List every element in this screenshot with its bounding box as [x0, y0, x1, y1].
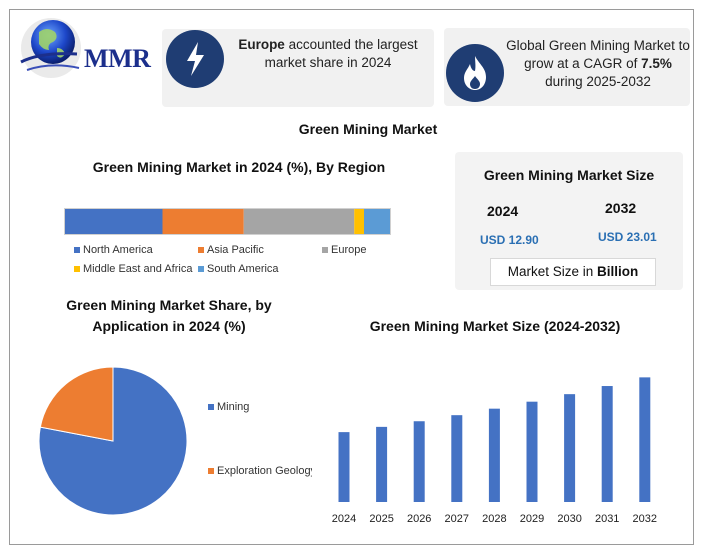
size-tick-label: 2029 — [520, 513, 544, 525]
size-bar-2026 — [413, 421, 425, 502]
legend-label: Exploration Geology — [217, 465, 312, 477]
region-stacked-bar — [64, 208, 391, 235]
cagr-suffix: during 2025-2032 — [545, 74, 651, 89]
cagr-bold: 7.5% — [641, 56, 672, 71]
cagr-highlight-card: Global Green Mining Market to grow at a … — [444, 28, 690, 106]
size-bar-2027 — [451, 415, 463, 502]
flame-icon — [464, 56, 486, 90]
legend-swatch — [198, 266, 204, 272]
europe-highlight-text: Europe accounted the largest market shar… — [228, 36, 428, 72]
pie-slice-mining — [38, 366, 188, 516]
size-bar-2032 — [639, 377, 651, 502]
size-tick-label: 2025 — [369, 513, 393, 525]
region-segment-north-america — [65, 209, 163, 234]
legend-swatch — [208, 468, 214, 474]
region-chart-title: Green Mining Market in 2024 (%), By Regi… — [92, 159, 386, 175]
europe-bold: Europe — [238, 37, 285, 52]
region-segment-middle-east-and-africa — [354, 209, 364, 234]
europe-rest: accounted the largest market share in 20… — [264, 37, 418, 70]
mmr-logo: MMR — [17, 18, 152, 80]
globe-icon — [20, 18, 81, 78]
lightning-icon — [187, 42, 204, 76]
size-bar-2031 — [601, 386, 613, 502]
legend-swatch — [198, 247, 204, 253]
legend-label: North America — [83, 244, 153, 256]
size-tick-label: 2031 — [595, 513, 619, 525]
size-tick-label: 2026 — [407, 513, 431, 525]
cagr-prefix: Global Green Mining Market to grow at a … — [506, 38, 690, 71]
size-bar-chart: 2024 2025 2026 2027 2028 2029 2030 2031 2032 — [332, 377, 657, 525]
size-chart-title: Green Mining Market Size (2024-2032) — [369, 318, 621, 334]
pie-legend-item: Exploration Geology — [208, 465, 312, 479]
pie-slice-exploration-geology — [39, 366, 114, 442]
region-segment-south-america — [364, 209, 390, 234]
application-chart-title: Green Mining Market Share, by Applicatio… — [66, 297, 272, 334]
size-tick-label: 2027 — [445, 513, 469, 525]
legend-label: Asia Pacific — [207, 244, 264, 256]
region-segment-asia-pacific — [162, 209, 244, 234]
size-bar-2029 — [526, 401, 538, 502]
start-value: USD 12.90 — [480, 233, 539, 247]
flame-badge — [446, 44, 504, 102]
market-size-title: Green Mining Market Size — [483, 167, 655, 183]
market-size-card: Green Mining Market Size 2024 2032 USD 1… — [455, 152, 683, 290]
size-tick-label: 2028 — [482, 513, 506, 525]
application-pie-chart — [38, 366, 188, 516]
size-tick-label: 2032 — [633, 513, 657, 525]
end-year: 2032 — [605, 200, 637, 216]
legend-label: Middle East and Africa — [83, 263, 193, 275]
size-bar-2030 — [564, 394, 576, 502]
pie-legend-item: Mining — [208, 401, 312, 415]
europe-highlight-card: Europe accounted the largest market shar… — [162, 29, 434, 107]
size-bar-2024 — [338, 432, 350, 502]
unit-prefix: Market Size in — [507, 264, 598, 279]
size-bar-2025 — [376, 426, 388, 502]
legend-swatch — [74, 247, 80, 253]
legend-label: South America — [207, 263, 279, 275]
size-tick-label: 2024 — [332, 513, 356, 525]
size-bar-2028 — [488, 408, 500, 502]
legend-swatch — [208, 404, 214, 410]
size-tick-label: 2030 — [557, 513, 581, 525]
cagr-highlight-text: Global Green Mining Market to grow at a … — [506, 37, 690, 91]
end-value: USD 23.01 — [598, 230, 657, 244]
region-segment-europe — [243, 209, 355, 234]
main-title: Green Mining Market — [298, 121, 438, 137]
unit-bold: Billion — [597, 264, 639, 279]
lightning-badge — [166, 30, 224, 88]
logo-text: MMR — [84, 44, 151, 73]
market-size-unit: Market Size in Billion — [490, 258, 656, 286]
legend-swatch — [74, 266, 80, 272]
start-year: 2024 — [487, 203, 519, 219]
legend-swatch — [322, 247, 328, 253]
legend-label: Europe — [331, 244, 367, 256]
legend-label: Mining — [217, 401, 250, 413]
